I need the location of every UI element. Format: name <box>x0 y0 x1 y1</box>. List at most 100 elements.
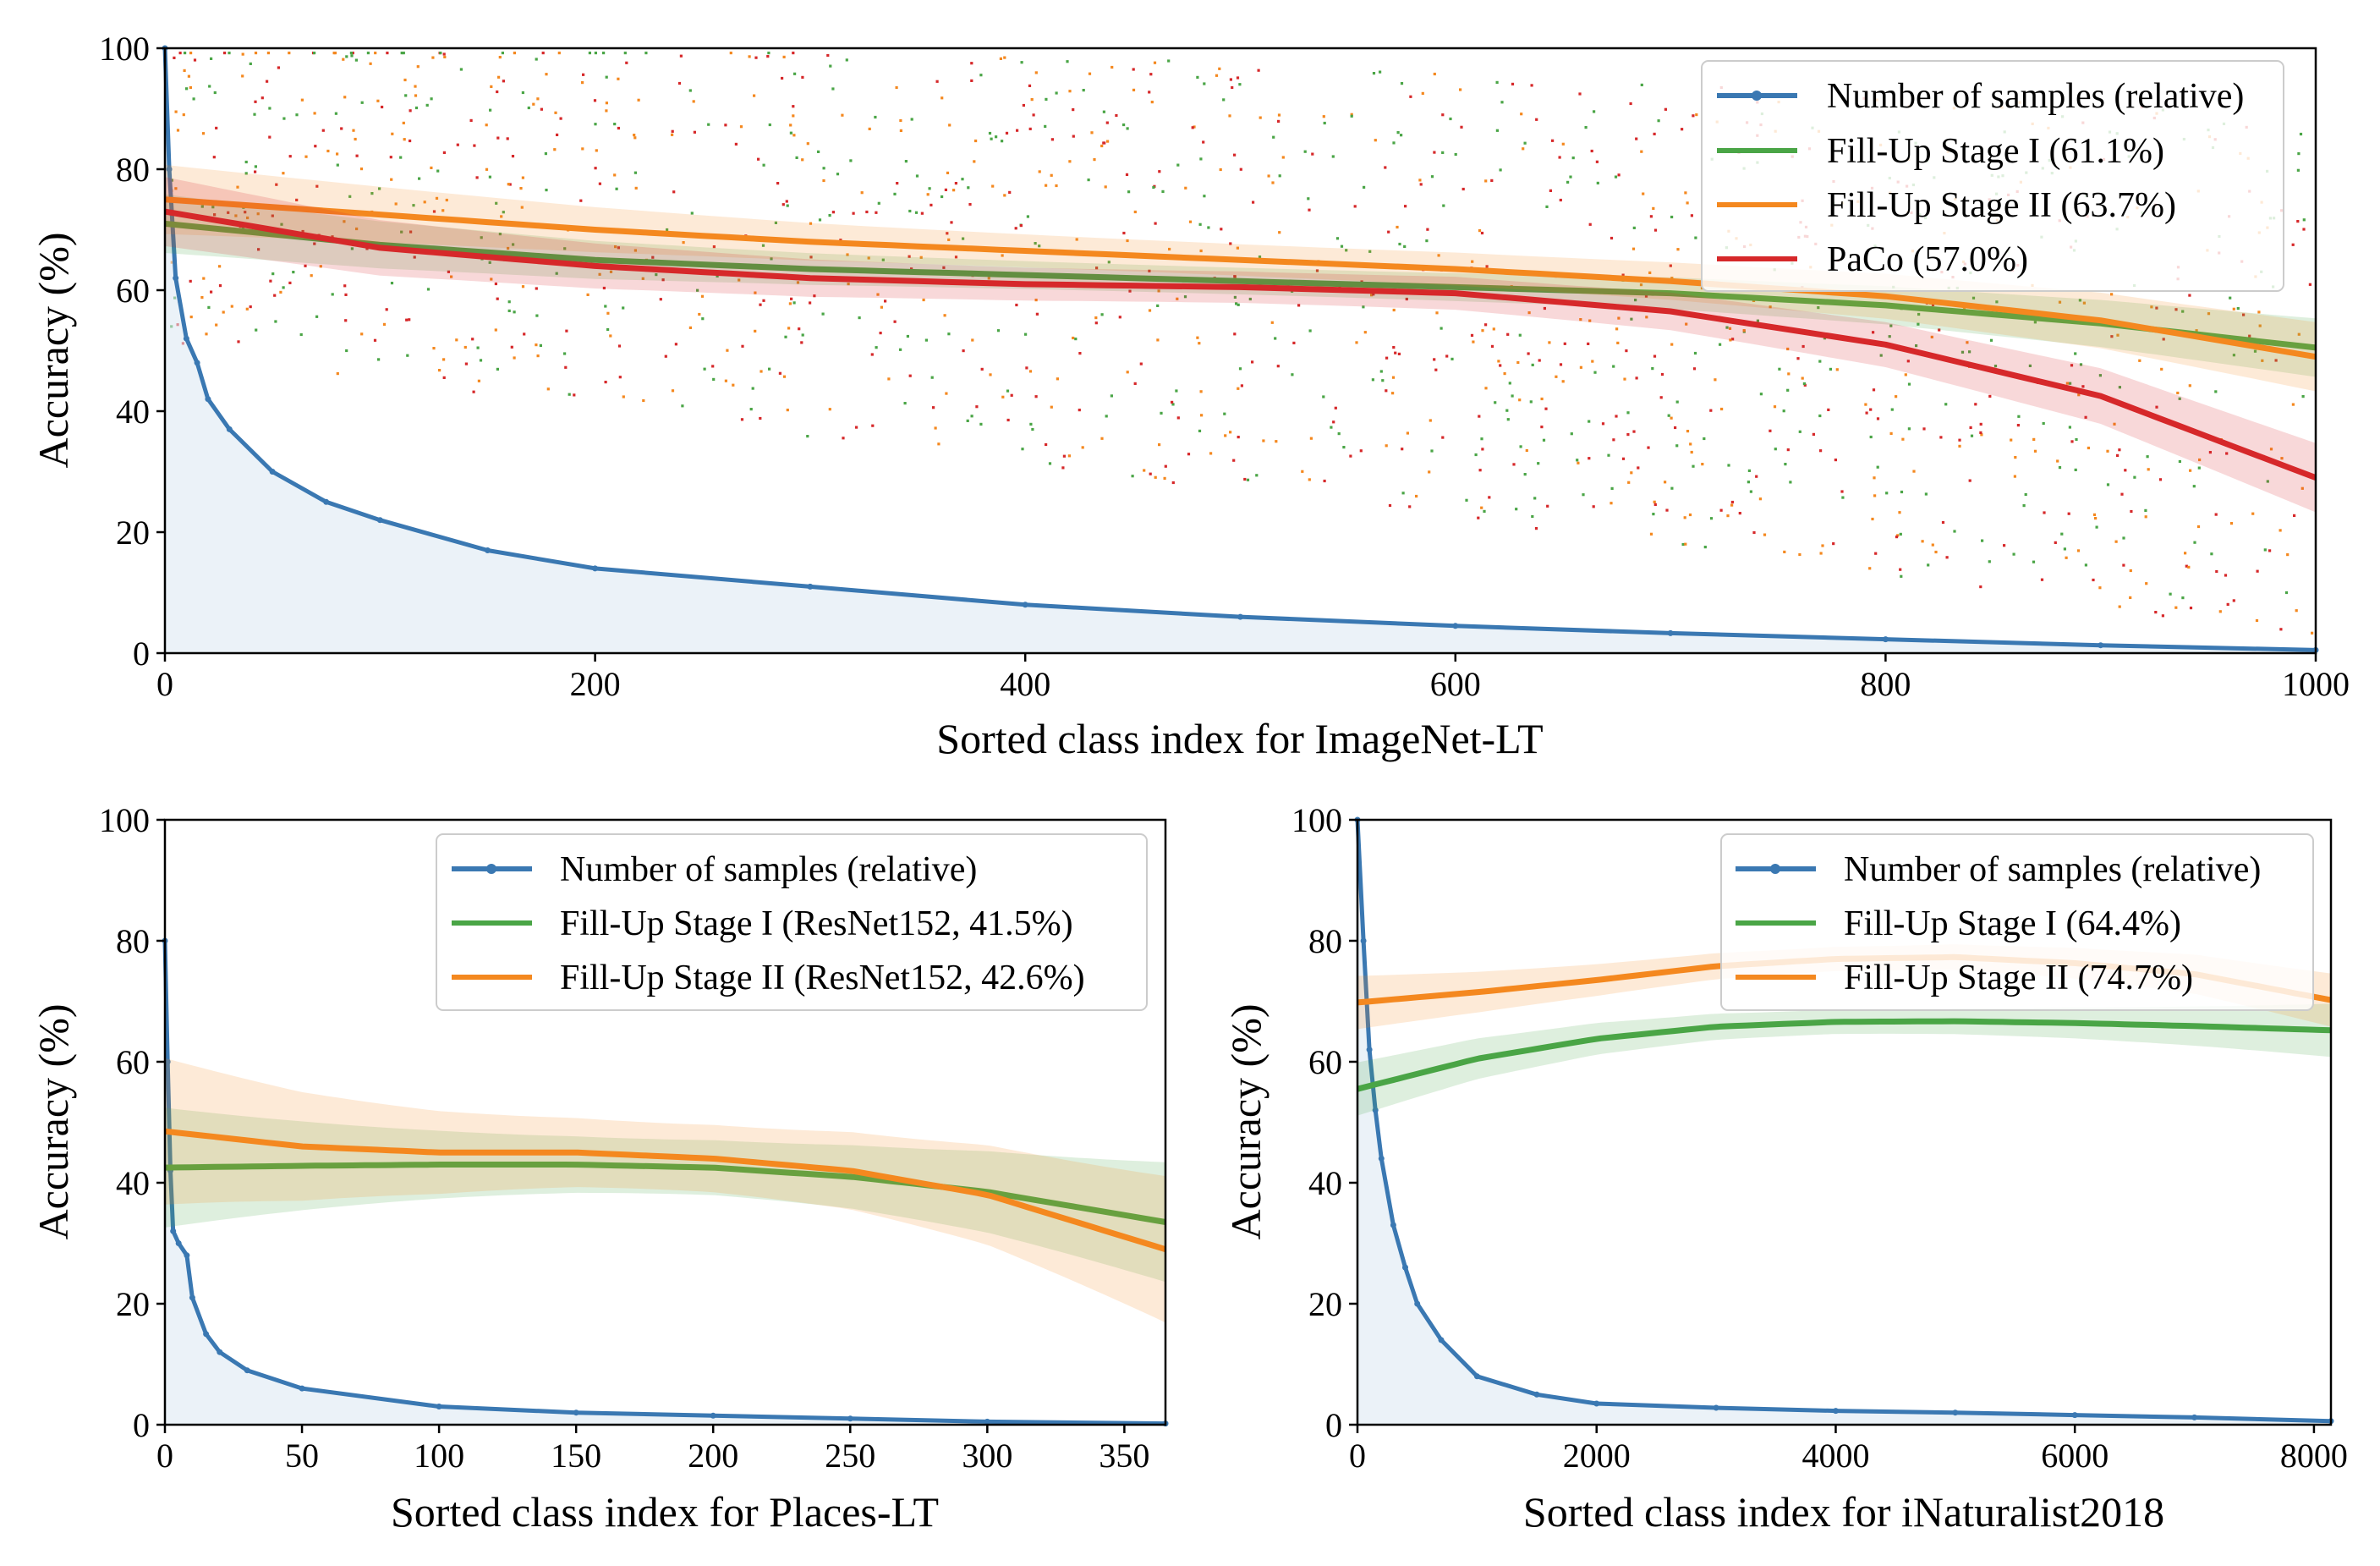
inat-xtick-label: 4000 <box>1801 1437 1869 1475</box>
scatter-dot <box>795 156 798 159</box>
places-legend: Number of samples (relative) Fill-Up Sta… <box>436 833 1148 1011</box>
scatter-dot <box>1485 265 1489 268</box>
scatter-dot <box>409 230 413 234</box>
scatter-dot <box>1874 552 1878 555</box>
scatter-dot <box>617 246 620 250</box>
scatter-dot <box>222 310 225 314</box>
scatter-dot <box>1408 505 1412 508</box>
scatter-dot <box>1835 368 1839 371</box>
scatter-dot <box>1742 329 1746 332</box>
places-samples-point <box>847 1415 853 1422</box>
scatter-dot <box>2251 512 2255 515</box>
scatter-dot <box>796 281 800 284</box>
scatter-dot <box>1426 228 1429 231</box>
scatter-dot <box>1020 61 1023 64</box>
scatter-dot <box>1941 520 1945 525</box>
scatter-dot <box>399 156 403 159</box>
scatter-dot <box>1829 367 1832 371</box>
scatter-dot <box>218 265 222 268</box>
scatter-dot <box>2263 548 2267 552</box>
scatter-dot <box>1038 170 1041 173</box>
imagenet-ylabel: Accuracy (%) <box>30 233 77 469</box>
scatter-dot <box>366 52 370 55</box>
scatter-dot <box>1006 389 1010 393</box>
scatter-dot <box>2024 492 2027 497</box>
scatter-dot <box>995 135 998 139</box>
scatter-dot <box>1010 393 1013 397</box>
scatter-dot <box>1729 338 1732 342</box>
scatter-dot <box>1726 514 1730 518</box>
scatter-dot <box>1675 444 1679 448</box>
scatter-dot <box>331 235 334 239</box>
imagenet-samples-point <box>1452 623 1459 629</box>
scatter-dot <box>1350 114 1353 118</box>
scatter-dot <box>234 214 238 217</box>
places-xtick-label: 50 <box>285 1437 319 1475</box>
scatter-dot <box>1232 459 1236 462</box>
scatter-dot <box>1944 403 1948 406</box>
scatter-dot <box>841 113 844 117</box>
scatter-dot <box>1484 323 1488 327</box>
scatter-dot <box>1362 305 1365 309</box>
scatter-dot <box>1379 70 1382 74</box>
imagenet-xtick-label: 600 <box>1430 665 1481 703</box>
imagenet-axes-frame <box>163 47 2317 655</box>
scatter-dot <box>1381 379 1385 382</box>
scatter-dot <box>1081 446 1084 449</box>
scatter-dot <box>1034 395 1038 398</box>
scatter-dot <box>223 52 227 55</box>
scatter-dot <box>496 297 499 300</box>
scatter-dot <box>1233 153 1237 157</box>
scatter-dot <box>1488 496 1491 499</box>
scatter-dot <box>409 139 412 143</box>
scatter-dot <box>1441 436 1445 439</box>
scatter-dot <box>947 238 951 241</box>
scatter-dot <box>1032 113 1035 117</box>
scatter-dot <box>442 358 446 361</box>
imagenet-samples-point <box>376 517 383 524</box>
scatter-dot <box>991 184 995 188</box>
scatter-dot <box>2296 168 2300 172</box>
scatter-dot <box>671 133 674 136</box>
scatter-dot <box>409 109 412 113</box>
scatter-dot <box>1640 150 1643 153</box>
scatter-dot <box>1503 372 1506 376</box>
inat-samples-point <box>1833 1408 1839 1415</box>
places-ytick-label: 80 <box>116 922 150 960</box>
imagenet-legend-box <box>1701 60 2284 292</box>
scatter-dot <box>498 56 502 59</box>
scatter-dot <box>634 186 638 190</box>
scatter-dot <box>1401 448 1404 451</box>
scatter-dot <box>573 393 576 397</box>
scatter-dot <box>1637 466 1640 470</box>
inat-stage1-band <box>1357 1003 2331 1116</box>
scatter-dot <box>1969 426 1972 429</box>
scatter-dot <box>359 168 364 171</box>
scatter-dot <box>1385 356 1389 360</box>
scatter-dot <box>1789 481 1792 484</box>
scatter-dot <box>1979 585 1982 589</box>
scatter-dot <box>761 244 765 247</box>
scatter-dot <box>786 409 789 412</box>
places-samples-point <box>573 1409 579 1416</box>
scatter-dot <box>1694 236 1697 239</box>
scatter-dot <box>1649 215 1653 218</box>
scatter-dot <box>644 52 648 55</box>
scatter-dot <box>1258 256 1262 259</box>
scatter-dot <box>1433 151 1436 154</box>
scatter-dot <box>1690 214 1693 217</box>
scatter-dot <box>1154 475 1157 479</box>
scatter-dot <box>1126 127 1129 130</box>
scatter-dot <box>1627 481 1631 484</box>
scatter-dot <box>1235 302 1238 305</box>
scatter-dot <box>1896 534 1900 537</box>
scatter-dot <box>1728 327 1732 330</box>
scatter-dot <box>2078 299 2081 302</box>
scatter-dot <box>690 212 694 215</box>
scatter-dot <box>2181 596 2185 600</box>
scatter-dot <box>782 375 787 378</box>
scatter-dot <box>1465 498 1468 502</box>
scatter-dot <box>1968 350 1971 354</box>
scatter-dot <box>1653 500 1656 503</box>
scatter-dot <box>476 346 480 349</box>
